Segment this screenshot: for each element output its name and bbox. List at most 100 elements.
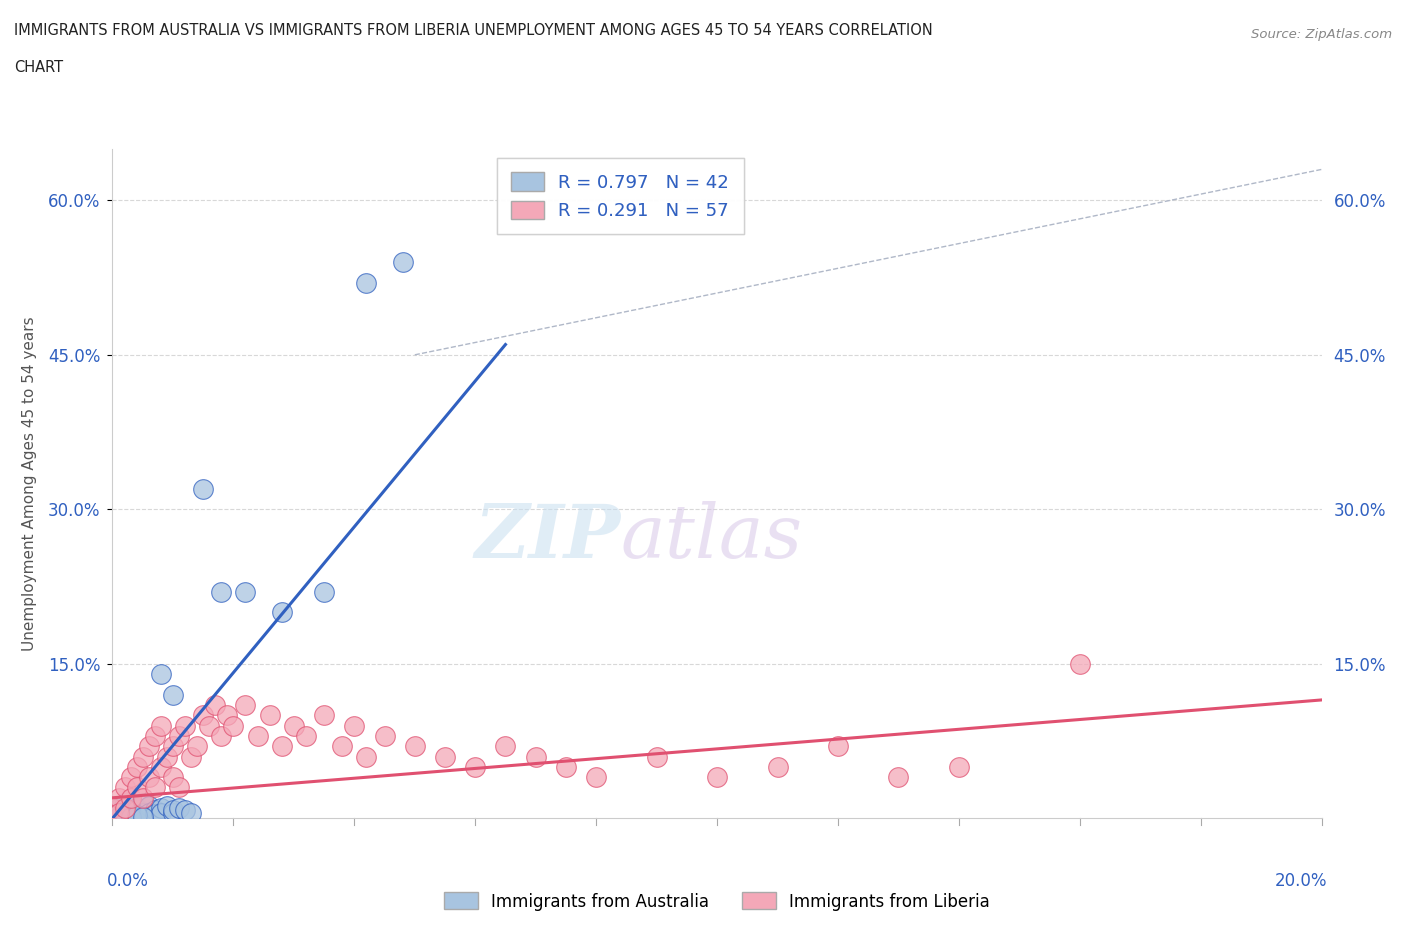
Point [209, 584, 232, 599]
Point [125, 801, 148, 816]
Point [283, 718, 305, 733]
Point [143, 780, 166, 795]
Point [174, 718, 197, 733]
Point [167, 728, 190, 743]
Point [114, 803, 136, 817]
Point [138, 738, 160, 753]
Text: IMMIGRANTS FROM AUSTRALIA VS IMMIGRANTS FROM LIBERIA UNEMPLOYMENT AMONG AGES 45 : IMMIGRANTS FROM AUSTRALIA VS IMMIGRANTS … [14, 23, 932, 38]
Point [132, 805, 155, 820]
Legend: R = 0.797   N = 42, R = 0.291   N = 57: R = 0.797 N = 42, R = 0.291 N = 57 [498, 158, 744, 234]
Point [167, 801, 190, 816]
Point [162, 805, 184, 820]
Point [149, 805, 172, 820]
Point [766, 760, 789, 775]
Point [295, 728, 318, 743]
Point [1069, 657, 1091, 671]
Point [495, 738, 517, 753]
Point [645, 750, 668, 764]
Point [125, 760, 148, 775]
Point [149, 667, 172, 682]
Point [204, 698, 226, 712]
Point [356, 750, 378, 764]
Point [125, 807, 148, 822]
Point [120, 805, 142, 820]
Point [114, 801, 136, 816]
Point [107, 805, 129, 820]
Point [235, 584, 257, 599]
Point [167, 780, 190, 795]
Point [174, 803, 197, 817]
Point [191, 482, 214, 497]
Point [143, 807, 166, 822]
Point [132, 790, 155, 805]
Point [209, 728, 232, 743]
Point [149, 801, 172, 816]
Point [162, 687, 184, 702]
Point [125, 780, 148, 795]
Point [143, 803, 166, 817]
Point [222, 718, 245, 733]
Point [162, 770, 184, 785]
Point [186, 738, 208, 753]
Point [246, 728, 269, 743]
Point [107, 810, 129, 825]
Point [270, 604, 292, 619]
Point [114, 780, 136, 795]
Text: Source: ZipAtlas.com: Source: ZipAtlas.com [1251, 28, 1392, 41]
Point [149, 760, 172, 775]
Point [138, 799, 160, 814]
Point [554, 760, 576, 775]
Point [143, 728, 166, 743]
Point [156, 799, 179, 814]
Point [149, 718, 172, 733]
Point [391, 255, 413, 270]
Point [827, 738, 849, 753]
Point [330, 738, 353, 753]
Point [259, 708, 281, 723]
Point [114, 808, 136, 823]
Point [101, 805, 124, 820]
Point [132, 809, 155, 824]
Point [585, 770, 607, 785]
Point [433, 750, 456, 764]
Point [464, 760, 486, 775]
Point [270, 738, 292, 753]
Point [132, 810, 155, 825]
Point [198, 718, 221, 733]
Point [180, 750, 202, 764]
Point [706, 770, 728, 785]
Point [404, 738, 426, 753]
Point [120, 810, 142, 825]
Point [191, 708, 214, 723]
Point [107, 801, 129, 816]
Point [524, 750, 547, 764]
Point [132, 795, 155, 810]
Point [132, 750, 155, 764]
Point [120, 790, 142, 805]
Point [887, 770, 910, 785]
Point [120, 770, 142, 785]
Point [125, 803, 148, 817]
Text: atlas: atlas [620, 501, 803, 574]
Point [180, 805, 202, 820]
Point [235, 698, 257, 712]
Point [107, 805, 129, 820]
Text: CHART: CHART [14, 60, 63, 75]
Point [156, 750, 179, 764]
Point [125, 808, 148, 823]
Y-axis label: Unemployment Among Ages 45 to 54 years: Unemployment Among Ages 45 to 54 years [22, 316, 37, 651]
Point [138, 805, 160, 820]
Point [138, 770, 160, 785]
Point [162, 738, 184, 753]
Point [948, 760, 970, 775]
Point [162, 803, 184, 817]
Point [314, 584, 336, 599]
Point [120, 799, 142, 814]
Point [343, 718, 366, 733]
Text: 20.0%: 20.0% [1275, 872, 1327, 890]
Point [120, 809, 142, 824]
Point [101, 801, 124, 816]
Point [356, 275, 378, 290]
Point [114, 795, 136, 810]
Point [374, 728, 396, 743]
